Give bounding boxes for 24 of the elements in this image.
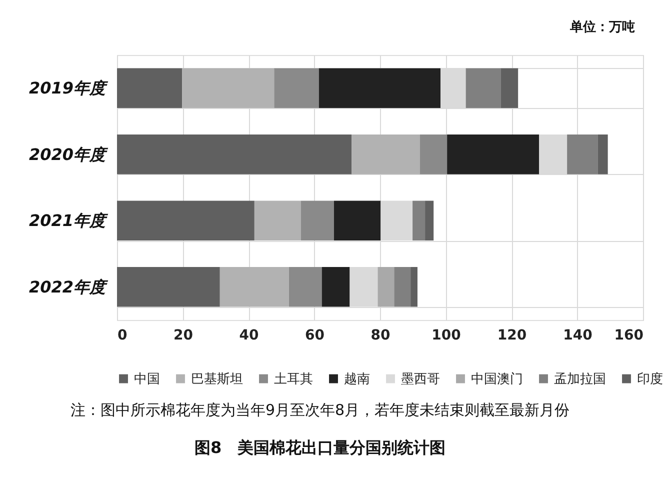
y-tick-label: 2020年度 bbox=[28, 144, 108, 164]
x-tick-label: 20 bbox=[174, 328, 194, 344]
legend-label: 墨西哥 bbox=[401, 372, 440, 387]
text: 注：图中所示棉花年度为当年9月至次年8月，若年度未结束则截至最新月份 bbox=[70, 401, 570, 419]
text: 单位：万吨 bbox=[569, 19, 635, 35]
legend-label: 中国 bbox=[134, 372, 160, 387]
legend-label: 越南 bbox=[344, 372, 370, 387]
x-tick-label: 120 bbox=[497, 328, 527, 344]
legend-label: 巴基斯坦 bbox=[191, 372, 243, 387]
x-tick-label: 80 bbox=[370, 328, 390, 344]
x-tick-label: 40 bbox=[239, 328, 259, 344]
legend-label: 印度 bbox=[637, 370, 663, 387]
legend-label: 土耳其 bbox=[274, 372, 313, 387]
y-tick-label: 2019年度 bbox=[28, 78, 108, 98]
x-tick-label: 60 bbox=[305, 328, 325, 344]
text: 图8 美国棉花出口量分国别统计图 bbox=[194, 438, 446, 457]
x-tick-label: 100 bbox=[432, 328, 462, 344]
y-tick-label: 2021年度 bbox=[28, 211, 108, 230]
y-tick-label: 2022年度 bbox=[28, 277, 108, 296]
legend-label: 中国澳门 bbox=[471, 370, 523, 387]
x-tick-label: 0 bbox=[118, 328, 128, 344]
x-tick-label: 160 bbox=[614, 328, 644, 344]
legend-label: 孟加拉国 bbox=[554, 372, 606, 387]
x-tick-label: 140 bbox=[563, 328, 593, 344]
